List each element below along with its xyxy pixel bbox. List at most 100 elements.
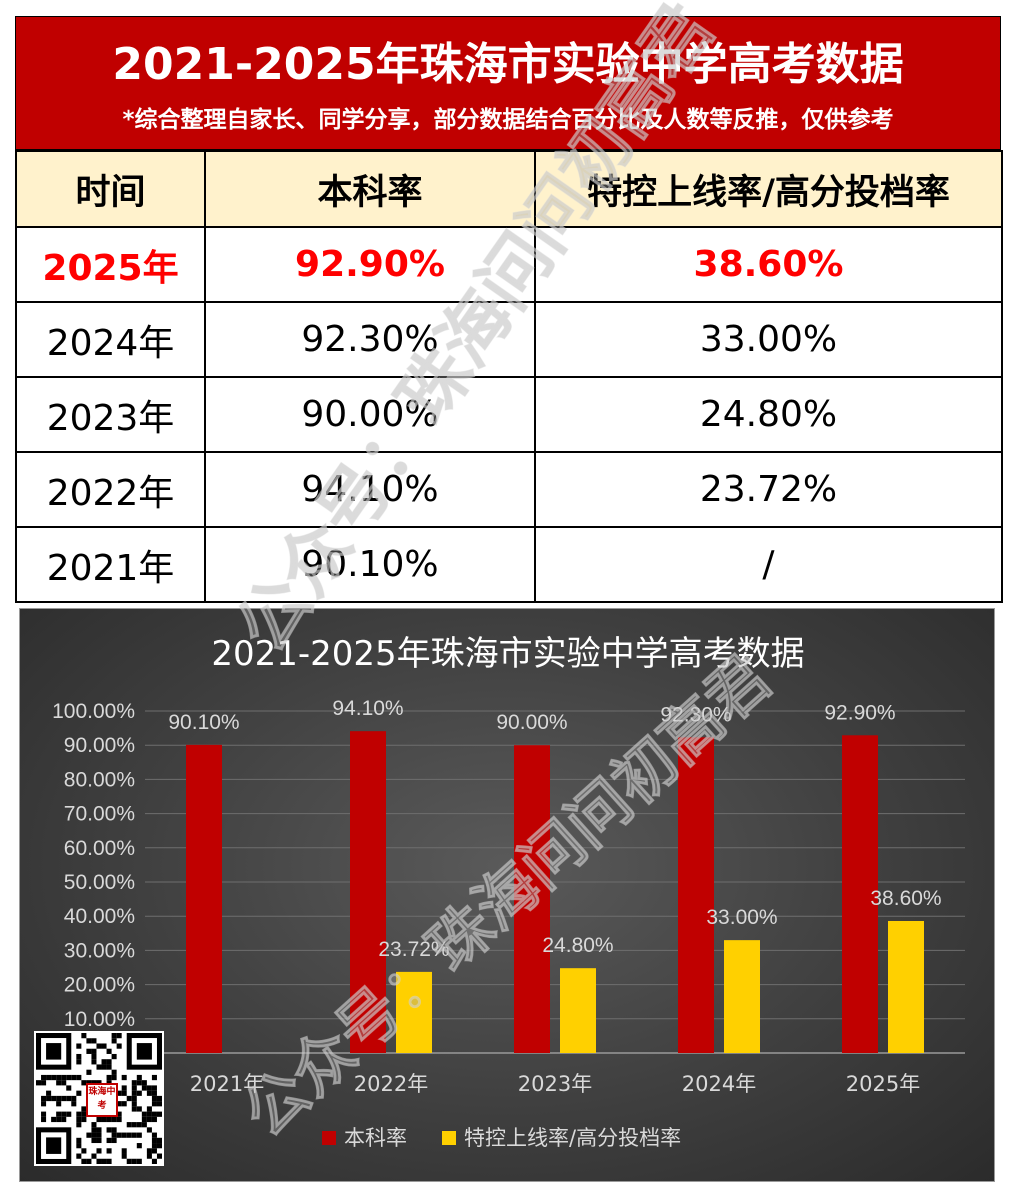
qr-module [101, 1158, 107, 1164]
bar [560, 968, 596, 1053]
qr-module [86, 1038, 92, 1044]
qr-module [121, 1153, 127, 1159]
qr-module [136, 1122, 142, 1128]
qr-module [76, 1074, 82, 1081]
qr-module [81, 1116, 87, 1123]
qr-module [91, 1059, 97, 1065]
y-tick-label: 60.00% [64, 837, 135, 860]
cell-year: 2022年 [15, 451, 206, 528]
qr-module [151, 1158, 157, 1164]
qr-module [56, 1101, 62, 1107]
qr-module [126, 1122, 132, 1128]
qr-module [131, 1101, 137, 1107]
qr-module [46, 1137, 62, 1154]
qr-module [86, 1048, 92, 1054]
cell-key-rate: 23.72% [534, 451, 1003, 528]
qr-module [136, 1143, 142, 1149]
bar [842, 735, 878, 1053]
qr-module [151, 1111, 157, 1117]
qr-module [156, 1153, 162, 1159]
qr-module [76, 1137, 82, 1144]
qr-module [136, 1106, 142, 1112]
qr-module [61, 1111, 67, 1117]
qr-module [106, 1080, 112, 1086]
data-label: 92.30% [660, 703, 731, 726]
qr-module [56, 1116, 62, 1123]
qr-module [76, 1153, 82, 1159]
table-row: 2022年 94.10% 23.72% [15, 451, 1003, 528]
qr-module [71, 1074, 77, 1081]
qr-module [41, 1111, 47, 1117]
bar-chart-panel: 2021-2025年珠海市实验中学高考数据 10.00% 20.00% 30.00% 4… [19, 608, 995, 1182]
qr-module [56, 1074, 62, 1081]
qr-module [41, 1101, 47, 1107]
qr-module [46, 1090, 52, 1096]
qr-module [91, 1053, 97, 1060]
qr-module [111, 1033, 117, 1039]
legend-swatch [442, 1131, 456, 1145]
table-header-row: 时间 本科率 特控上线率/高分投档率 [15, 150, 1003, 228]
cell-undergrad-rate: 92.30% [204, 301, 536, 378]
qr-module [146, 1111, 152, 1117]
qr-module [131, 1158, 137, 1164]
qr-module [66, 1074, 72, 1081]
y-tick-label: 40.00% [64, 905, 135, 928]
qr-module [61, 1095, 67, 1102]
qr-module [131, 1080, 137, 1086]
qr-module [91, 1127, 97, 1133]
legend-label: 本科率 [344, 1126, 407, 1150]
qr-module [36, 1080, 42, 1086]
qr-module [76, 1090, 82, 1096]
table-row: 2025年 92.90% 38.60% [15, 226, 1003, 303]
cell-year: 2021年 [15, 526, 206, 603]
qr-module [66, 1085, 72, 1091]
qr-module [86, 1080, 92, 1086]
qr-module [146, 1148, 152, 1154]
x-tick-label: 2024年 [682, 1072, 756, 1096]
qr-module [151, 1132, 157, 1138]
data-label: 24.80% [542, 934, 613, 957]
qr-module [151, 1148, 157, 1154]
cell-key-rate: / [534, 526, 1003, 603]
qr-module [111, 1069, 117, 1075]
chart-title: 2021-2025年珠海市实验中学高考数据 [211, 634, 804, 674]
cell-year: 2023年 [15, 376, 206, 453]
qr-module [81, 1106, 87, 1112]
qr-module [51, 1095, 57, 1102]
qr-module [61, 1080, 67, 1086]
qr-module [76, 1059, 82, 1065]
qr-module [131, 1132, 137, 1138]
qr-module [46, 1074, 52, 1081]
bar [350, 731, 386, 1053]
qr-module [96, 1127, 102, 1133]
y-tick-label: 30.00% [64, 939, 135, 962]
bar [724, 940, 760, 1053]
qr-module [46, 1095, 52, 1102]
qr-module [116, 1116, 122, 1123]
x-tick-label: 2021年 [190, 1072, 264, 1096]
qr-module [96, 1158, 102, 1164]
qr-module [106, 1148, 112, 1154]
qr-module [91, 1153, 97, 1159]
qr-module [146, 1106, 152, 1112]
qr-module [106, 1064, 112, 1070]
qr-module [106, 1116, 112, 1123]
qr-module [121, 1085, 127, 1091]
legend-label: 特控上线率/高分投档率 [464, 1126, 681, 1150]
data-label: 23.72% [378, 938, 449, 961]
qr-module [131, 1106, 137, 1112]
qr-module [111, 1116, 117, 1123]
table-row: 2021年 90.10% / [15, 526, 1003, 603]
qr-module [121, 1132, 127, 1138]
cell-year: 2024年 [15, 301, 206, 378]
data-table: 时间 本科率 特控上线率/高分投档率 2025年 92.90% 38.60% 2… [15, 150, 1003, 603]
qr-module [91, 1038, 97, 1044]
column-header-key-rate: 特控上线率/高分投档率 [534, 150, 1003, 228]
qr-module [151, 1074, 157, 1081]
qr-module [146, 1153, 152, 1159]
qr-module [41, 1080, 47, 1086]
qr-module [66, 1095, 72, 1102]
qr-module [121, 1074, 127, 1081]
qr-module [86, 1132, 92, 1138]
qr-module [96, 1064, 102, 1070]
